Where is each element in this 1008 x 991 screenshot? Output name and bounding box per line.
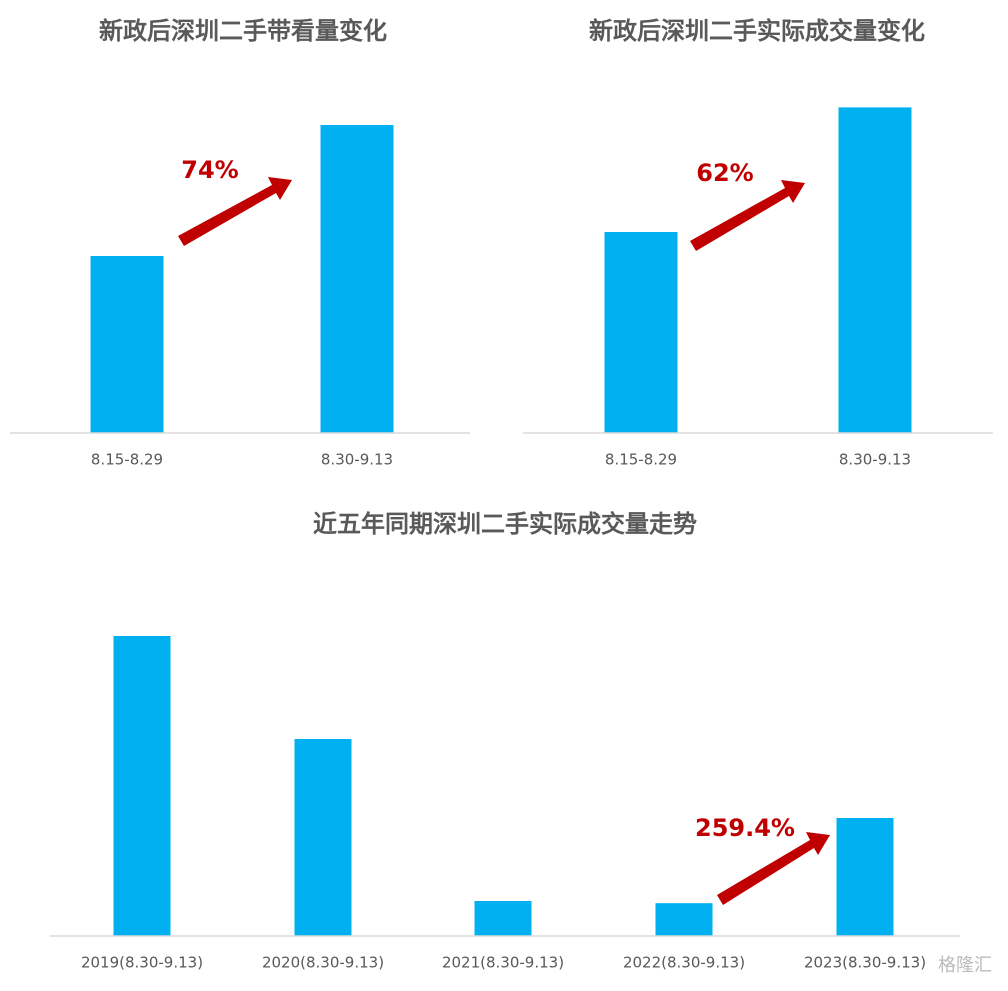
x-tick-label: 2023(8.30-9.13) (804, 954, 926, 972)
arrow (178, 177, 292, 246)
chart-title: 新政后深圳二手实际成交量变化 (589, 17, 925, 45)
chart-title: 近五年同期深圳二手实际成交量走势 (313, 510, 697, 538)
bar (836, 818, 894, 936)
x-tick-label: 2022(8.30-9.13) (623, 954, 745, 972)
arrow (690, 180, 805, 251)
bar (474, 901, 532, 936)
x-tick-label: 2021(8.30-9.13) (442, 954, 564, 972)
x-tick-label: 2020(8.30-9.13) (262, 954, 384, 972)
bar (113, 636, 171, 936)
watermark: 格隆汇 (938, 955, 992, 976)
arrow (717, 832, 830, 905)
annotation: 74% (181, 156, 238, 184)
bar (655, 903, 713, 936)
bar (90, 256, 164, 433)
chart-title: 新政后深圳二手带看量变化 (99, 17, 387, 45)
bar (294, 739, 352, 936)
x-tick-label: 8.30-9.13 (839, 451, 911, 469)
x-tick-label: 8.15-8.29 (91, 451, 163, 469)
bar (838, 107, 912, 433)
bar (604, 232, 678, 433)
x-tick-label: 2019(8.30-9.13) (81, 954, 203, 972)
annotation: 259.4% (695, 814, 795, 842)
bar (320, 125, 394, 434)
annotation: 62% (696, 159, 753, 187)
x-tick-label: 8.15-8.29 (605, 451, 677, 469)
x-tick-label: 8.30-9.13 (321, 451, 393, 469)
